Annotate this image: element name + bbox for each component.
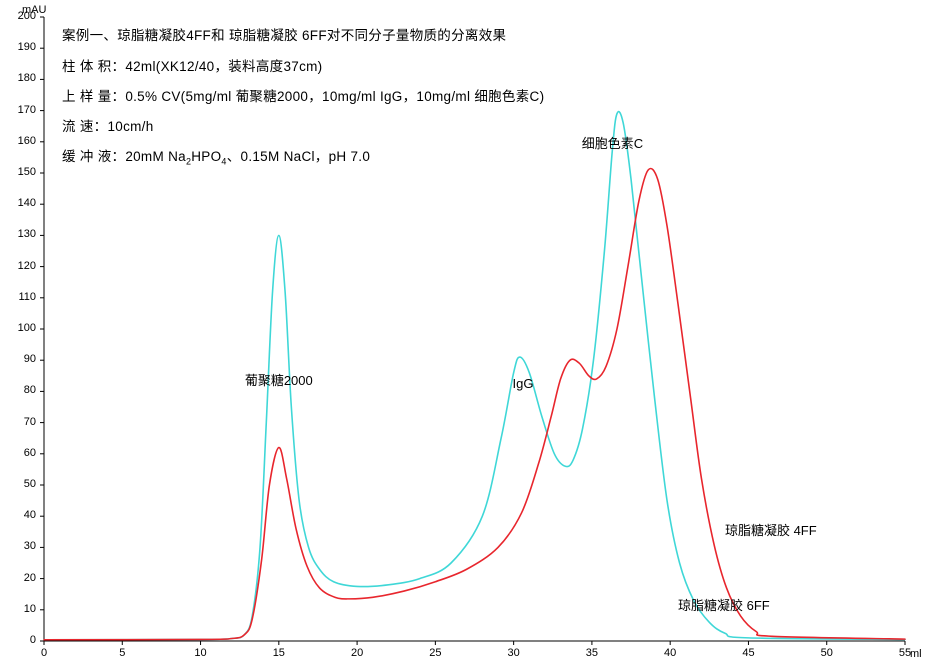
header-label-volume: 柱 体 积： (62, 59, 126, 74)
x-tick-label: 10 (194, 647, 207, 659)
header-value-buffer-mid: HPO (191, 149, 222, 164)
x-tick-label: 25 (429, 647, 442, 659)
annotation-label: IgG (512, 376, 534, 392)
x-axis-unit: ml (910, 648, 922, 660)
x-tick-label: 35 (585, 647, 599, 659)
header-value-buffer-sub2: 4 (221, 156, 227, 167)
y-tick-label: 190 (17, 41, 36, 54)
header-line-flow: 流 速：10cm/h (62, 115, 154, 135)
y-tick-label: 0 (29, 634, 36, 646)
annotation-label: 琼脂糖凝胶 4FF (724, 522, 817, 538)
header-value-load: 0.5% CV(5mg/ml 葡聚糖2000，10mg/ml IgG，10mg/… (125, 89, 545, 104)
x-tick-label: 5 (119, 647, 126, 659)
header-value-flow: 10cm/h (107, 119, 154, 134)
header-label-buffer: 缓 冲 液： (62, 149, 126, 164)
y-tick-label: 160 (17, 134, 36, 147)
y-tick-label: 100 (17, 322, 36, 334)
y-tick-label: 200 (17, 10, 36, 22)
series-line-6ff (43, 110, 906, 641)
x-tick-label: 20 (350, 647, 364, 659)
annotation-label: 葡聚糖2000 (244, 372, 313, 388)
header-line-volume: 柱 体 积：42ml(XK12/40，装料高度37cm) (62, 55, 322, 75)
y-tick-label: 40 (23, 509, 36, 522)
y-tick-label: 30 (23, 540, 36, 553)
y-axis-unit: mAU (22, 4, 47, 16)
header-value-buffer-sub1: 2 (185, 156, 192, 167)
y-tick-label: 80 (23, 384, 36, 397)
y-tick-label: 120 (17, 259, 36, 272)
header-line-buffer: 缓 冲 液：20mM Na2HPO4、0.15M NaCl，pH 7.0 (62, 145, 370, 167)
y-tick-label: 10 (23, 602, 36, 615)
series-line-4ff (43, 167, 906, 641)
y-tick-label: 170 (17, 103, 36, 116)
y-tick-label: 20 (23, 571, 36, 584)
y-tick-label: 60 (23, 446, 36, 459)
x-tick-label: 50 (820, 647, 833, 659)
annotation-label: 细胞色素C (581, 135, 644, 151)
y-tick-label: 130 (17, 228, 36, 241)
y-tick-label: 70 (23, 415, 36, 428)
x-tick-label: 55 (898, 647, 912, 659)
x-tick-label: 0 (40, 647, 48, 659)
x-tick-label: 40 (664, 647, 677, 659)
annotation-label: 琼脂糖凝胶 6FF (678, 597, 770, 613)
x-tick-label: 45 (742, 647, 755, 659)
x-tick-label: 15 (272, 647, 285, 659)
y-tick-label: 140 (17, 197, 36, 210)
chart-title: 案例一、琼脂糖凝胶4FF和 琼脂糖凝胶 6FF对不同分子量物质的分离效果 (62, 28, 507, 43)
header-value-volume: 42ml(XK12/40，装料高度37cm) (125, 59, 323, 74)
y-tick-label: 150 (17, 166, 36, 178)
y-tick-label: 180 (17, 72, 36, 85)
y-tick-label: 90 (23, 353, 36, 366)
x-tick-label: 30 (507, 647, 520, 659)
header-label-load: 上 样 量： (62, 89, 126, 104)
header-line-load: 上 样 量：0.5% CV(5mg/ml 葡聚糖2000，10mg/ml IgG… (62, 85, 544, 105)
header-label-flow: 流 速： (62, 119, 108, 134)
y-tick-label: 110 (18, 290, 36, 303)
header-value-buffer-pre: 20mM Na (125, 149, 186, 164)
y-tick-label: 50 (23, 478, 36, 490)
header-value-buffer-post: 、0.15M NaCl，pH 7.0 (226, 149, 371, 164)
